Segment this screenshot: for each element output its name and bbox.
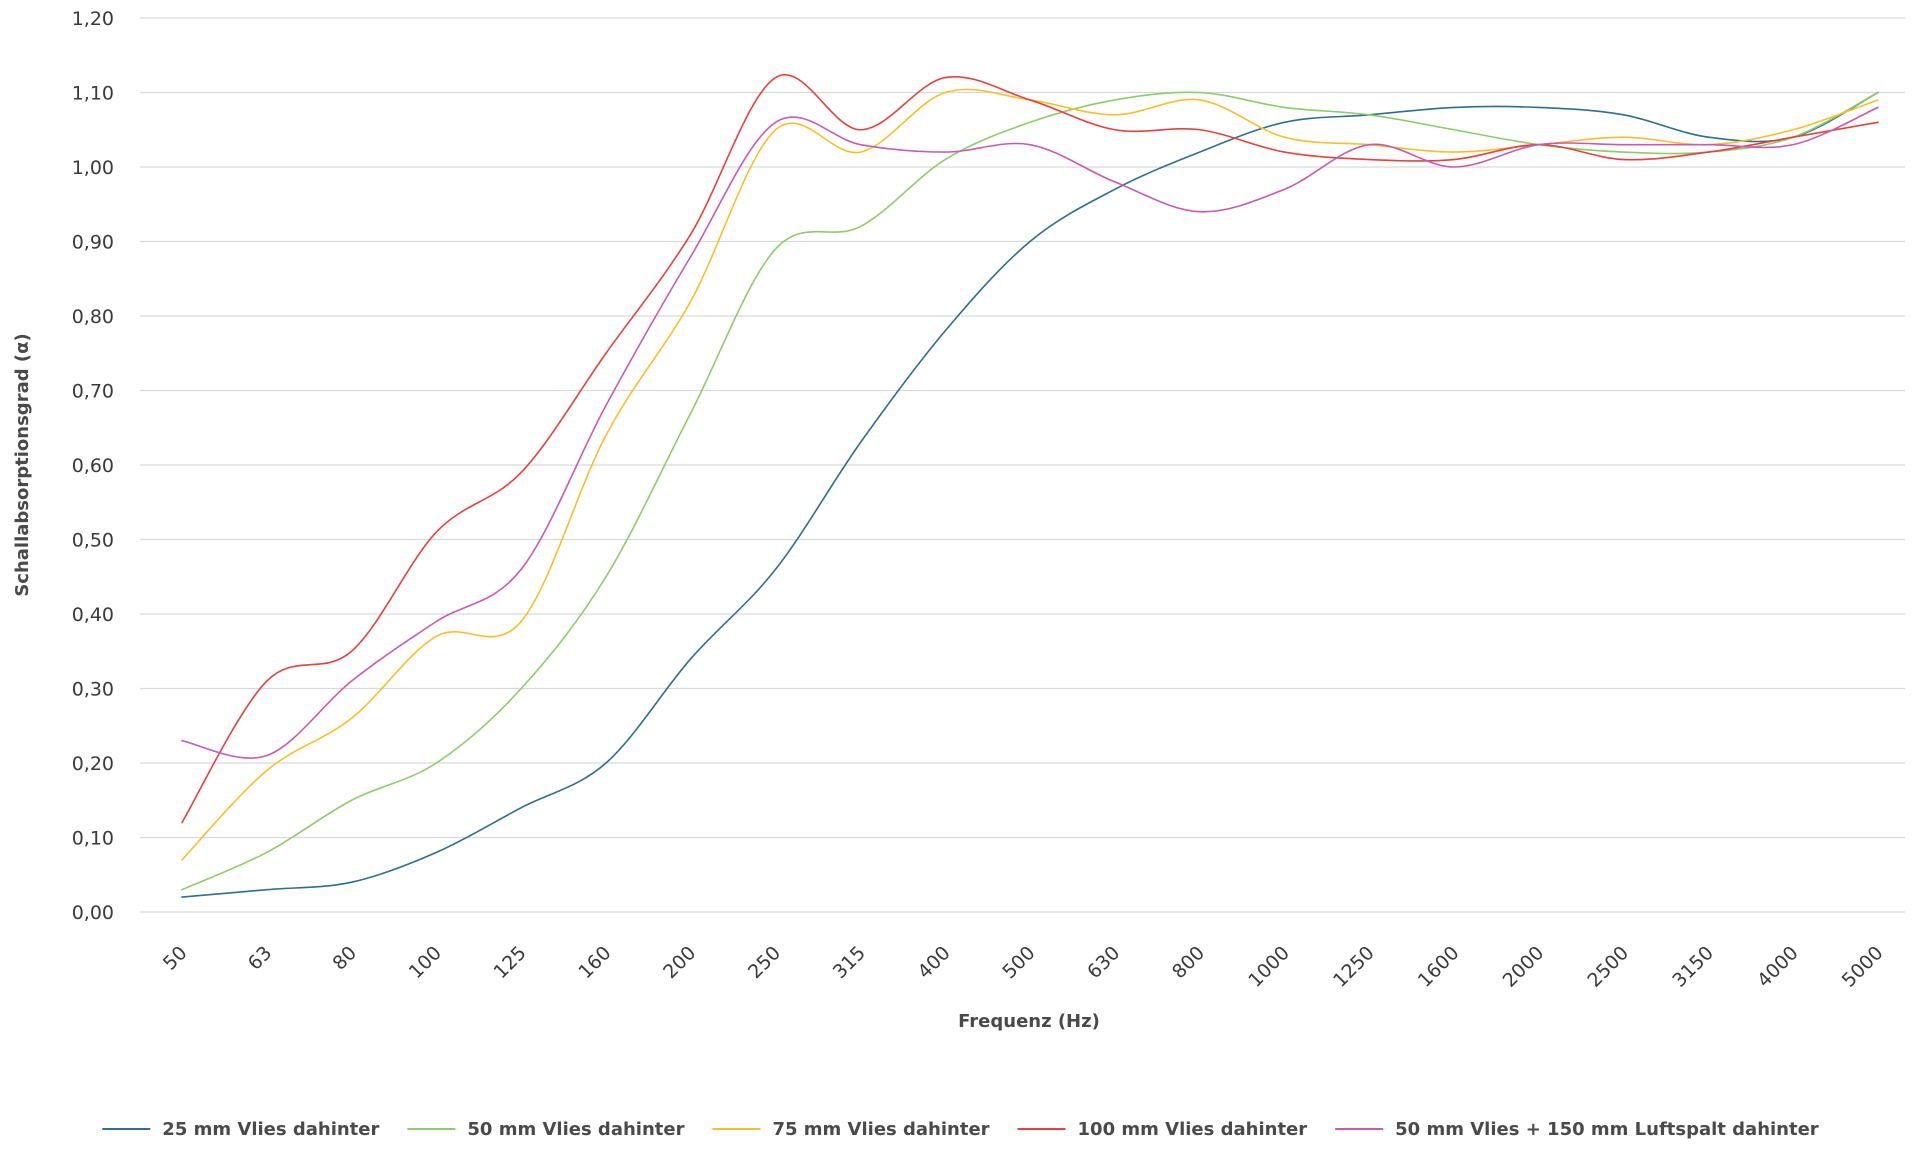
series-line-2 — [181, 91, 1879, 891]
y-tick-label: 1,00 — [72, 157, 114, 179]
y-tick-label: 0,50 — [72, 530, 114, 552]
x-tick-label: 1000 — [1244, 942, 1294, 992]
y-tick-label: 0,40 — [72, 604, 114, 626]
x-tick-label: 500 — [998, 942, 1039, 983]
y-tick-label: 0,10 — [72, 828, 114, 850]
legend-label-5: 50 mm Vlies + 150 mm Luftspalt dahinter — [1395, 1119, 1819, 1140]
x-tick-label: 200 — [659, 942, 700, 983]
x-tick-label: 63 — [244, 942, 277, 975]
x-tick-label: 1250 — [1329, 942, 1379, 992]
legend: 25 mm Vlies dahinter 50 mm Vlies dahinter… — [102, 1119, 1819, 1140]
y-tick-label: 1,20 — [72, 8, 114, 30]
y-tick-label: 0,80 — [72, 306, 114, 328]
legend-label-3: 75 mm Vlies dahinter — [772, 1119, 989, 1140]
y-tick-label: 1,10 — [72, 83, 114, 105]
y-axis-title: Schallabsorptionsgrad (α) — [12, 333, 33, 596]
series-line-3 — [181, 88, 1879, 861]
series-line-1 — [181, 91, 1879, 898]
y-tick-label: 0,30 — [72, 679, 114, 701]
y-tick-label: 0,00 — [72, 902, 114, 924]
x-tick-label: 100 — [405, 942, 446, 983]
x-tick-label: 315 — [829, 942, 870, 983]
legend-label-4: 100 mm Vlies dahinter — [1078, 1119, 1308, 1140]
series-line-5 — [181, 106, 1879, 759]
x-tick-label: 250 — [744, 942, 785, 983]
legend-label-1: 25 mm Vlies dahinter — [162, 1119, 379, 1140]
y-axis-ticks: 0,00 0,10 0,20 0,30 0,40 0,50 0,60 0,70 0,80 0,90… — [72, 8, 114, 924]
x-tick-label: 2500 — [1583, 942, 1633, 992]
y-tick-label: 0,70 — [72, 381, 114, 403]
x-tick-label: 50 — [159, 942, 192, 975]
x-axis-title: Frequenz (Hz) — [958, 1011, 1100, 1032]
x-tick-label: 3150 — [1668, 942, 1718, 992]
x-tick-label: 80 — [328, 942, 361, 975]
y-tick-label: 0,20 — [72, 753, 114, 775]
y-tick-label: 0,60 — [72, 455, 114, 477]
x-tick-label: 125 — [490, 942, 531, 983]
x-tick-label: 630 — [1083, 942, 1124, 983]
x-tick-label: 800 — [1168, 942, 1209, 983]
series-lines — [181, 74, 1879, 898]
legend-label-2: 50 mm Vlies dahinter — [467, 1119, 684, 1140]
x-tick-label: 400 — [914, 942, 955, 983]
x-tick-label: 1600 — [1414, 942, 1464, 992]
x-tick-label: 160 — [574, 942, 615, 983]
x-tick-label: 4000 — [1753, 942, 1803, 992]
grid — [140, 17, 1905, 913]
y-tick-label: 0,90 — [72, 232, 114, 254]
series-line-4 — [181, 74, 1879, 824]
x-tick-label: 5000 — [1838, 942, 1888, 992]
x-tick-label: 2000 — [1499, 942, 1549, 992]
x-axis-ticks: 50 63 80 100 125 160 200 250 315 400 500 630 800 1000… — [159, 942, 1888, 992]
